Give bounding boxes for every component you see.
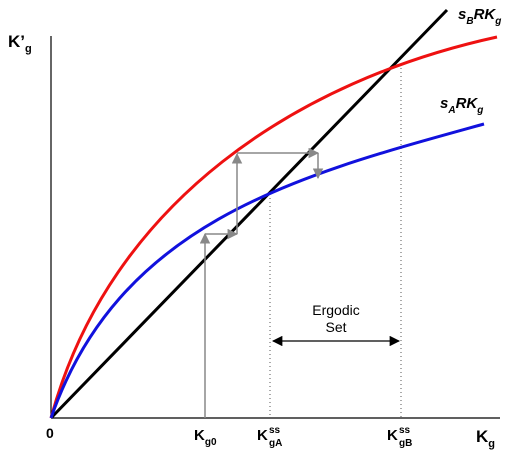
tick-label-kB: K ss gB	[387, 425, 412, 449]
tick-label-k0: Kg0	[194, 427, 217, 448]
curve-sA-label: sARKg	[440, 95, 483, 116]
forty-five-degree-line	[49, 8, 449, 420]
svg-text:gB: gB	[399, 438, 412, 449]
curve-sB	[49, 35, 498, 419]
svg-text:gA: gA	[269, 438, 282, 449]
ergodic-label-line2: Set	[325, 319, 346, 335]
curve-sA	[49, 122, 485, 419]
x-axis-label: Kg	[476, 427, 495, 450]
y-axis-label: K’g	[8, 32, 32, 55]
ergodic-label-line1: Ergodic	[312, 302, 359, 318]
svg-text:ss: ss	[399, 425, 411, 436]
origin-label: 0	[46, 425, 54, 441]
svg-text:ss: ss	[269, 425, 281, 436]
svg-text:K: K	[257, 427, 268, 444]
svg-text:K: K	[387, 427, 398, 444]
curve-sB-label: sBRKg	[458, 6, 501, 27]
tick-label-kA: K ss gA	[257, 425, 282, 449]
